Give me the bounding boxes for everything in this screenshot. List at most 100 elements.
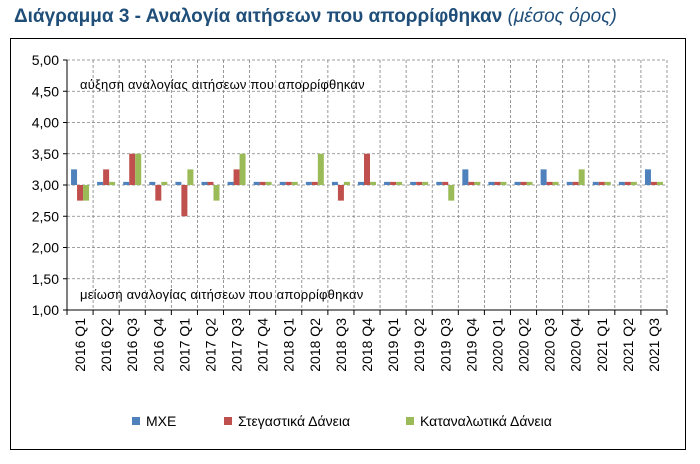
bar-mortgage: [181, 185, 188, 217]
x-tick-label: 2020 Q3: [542, 318, 558, 372]
bar-mxe: [462, 169, 469, 185]
bar-consumer: [239, 153, 246, 185]
bar-mortgage: [572, 181, 579, 185]
bar-mxe: [514, 181, 521, 185]
bar-mxe: [331, 181, 338, 185]
bar-consumer: [343, 181, 350, 185]
bar-mortgage: [494, 181, 501, 185]
bar-mxe: [488, 181, 495, 185]
x-tick-label: 2018 Q1: [281, 318, 297, 372]
bar-mortgage: [598, 181, 605, 185]
bar-mortgage: [259, 181, 266, 185]
x-tick-label: 2017 Q3: [229, 318, 245, 372]
legend-swatch: [406, 417, 414, 425]
bar-mortgage: [364, 153, 370, 185]
bar-mxe: [97, 181, 104, 185]
bar-mortgage: [233, 169, 240, 185]
bar-mortgage: [468, 181, 475, 185]
bar-mxe: [644, 169, 651, 185]
bar-mortgage: [103, 169, 110, 185]
bar-consumer: [526, 181, 533, 185]
bar-mxe: [410, 181, 417, 185]
bar-consumer: [265, 181, 272, 185]
bar-consumer: [161, 181, 168, 185]
bar-consumer: [604, 181, 611, 185]
x-tick-label: 2019 Q4: [463, 318, 479, 372]
legend-swatch: [224, 417, 232, 425]
bar-consumer: [630, 181, 637, 185]
bar-consumer: [213, 185, 220, 201]
x-tick-label: 2020 Q1: [489, 318, 505, 372]
y-tick-label: 4,50: [32, 83, 59, 99]
bar-mortgage: [207, 181, 214, 185]
bar-consumer: [578, 169, 585, 185]
bar-consumer: [656, 181, 663, 185]
bar-mortgage: [129, 153, 136, 185]
legend: ΜΧΕ Στεγαστικά Δάνεια Καταναλωτικά Δάνεια: [132, 413, 552, 429]
bar-mortgage: [77, 185, 84, 201]
x-tick-label: 2016 Q2: [98, 318, 114, 372]
bar-consumer: [370, 181, 376, 185]
bar-mortgage: [285, 181, 292, 185]
chart-subtitle: (μέσος όρος): [507, 6, 617, 27]
bar-consumer: [474, 181, 481, 185]
bar-mortgage: [390, 181, 397, 185]
bar-consumer: [317, 153, 324, 185]
x-tick-label: 2020 Q2: [516, 318, 532, 372]
legend-label: Στεγαστικά Δάνεια: [238, 413, 350, 429]
x-tick-label: 2019 Q2: [411, 318, 427, 372]
bar-mxe: [618, 181, 625, 185]
chart-title-main: Διάγραμμα 3 - Αναλογία αιτήσεων που απορ…: [14, 6, 503, 27]
bar-consumer: [422, 181, 429, 185]
bar-mortgage: [624, 181, 631, 185]
x-tick-label: 2017 Q4: [255, 318, 271, 372]
y-tick-label: 5,00: [32, 52, 59, 68]
bar-consumer: [83, 185, 90, 201]
y-tick-labels: 1,00 1,50 2,00 2,50 3,00 3,50 4,00 4,50 5,00: [32, 52, 59, 318]
bar-mxe: [149, 181, 156, 185]
x-tick-label: 2021 Q1: [594, 318, 610, 372]
legend-swatch: [132, 417, 140, 425]
bar-consumer: [552, 181, 559, 185]
bar-mortgage: [520, 181, 527, 185]
y-tick-label: 4,00: [32, 115, 59, 131]
bar-mxe: [358, 181, 364, 185]
bar-mortgage: [650, 181, 657, 185]
bar-consumer: [448, 185, 455, 201]
y-tick-label: 3,50: [32, 146, 59, 162]
chart-frame: [10, 38, 686, 450]
bar-consumer: [135, 153, 142, 185]
x-tick-label: 2019 Q1: [385, 318, 401, 372]
bar-mxe: [566, 181, 573, 185]
bar-mxe: [540, 169, 547, 185]
x-tick-label: 2018 Q4: [359, 318, 375, 372]
bar-consumer: [500, 181, 507, 185]
bar-mxe: [201, 181, 208, 185]
bar-mxe: [227, 181, 234, 185]
y-tick-label: 3,00: [32, 177, 59, 193]
bars: [71, 153, 663, 217]
y-tick-label: 2,50: [32, 208, 59, 224]
y-tick-label: 1,50: [32, 271, 59, 287]
bar-mortgage: [546, 181, 553, 185]
bar-mxe: [175, 181, 182, 185]
bar-consumer: [396, 181, 403, 185]
bar-mxe: [592, 181, 599, 185]
axes: [63, 59, 668, 315]
x-tick-label: 2016 Q1: [72, 318, 88, 372]
x-tick-label: 2018 Q2: [307, 318, 323, 372]
grid-lines: [67, 59, 668, 310]
annotation-decrease: μείωση αναλογίας αιτήσεων που απορρίφθηκ…: [80, 287, 363, 302]
bar-mortgage: [442, 181, 449, 185]
bar-mxe: [71, 169, 78, 185]
bar-consumer: [109, 181, 116, 185]
bar-mxe: [384, 181, 391, 185]
bar-mxe: [279, 181, 286, 185]
annotation-increase: αύξηση αναλογίας αιτήσεων που απορρίφθηκ…: [80, 77, 365, 92]
chart-title: Διάγραμμα 3 - Αναλογία αιτήσεων που απορ…: [14, 6, 617, 28]
x-tick-label: 2016 Q3: [124, 318, 140, 372]
bar-mortgage: [337, 185, 344, 201]
legend-label: Καταναλωτικά Δάνεια: [420, 413, 552, 429]
bar-mortgage: [155, 185, 162, 201]
